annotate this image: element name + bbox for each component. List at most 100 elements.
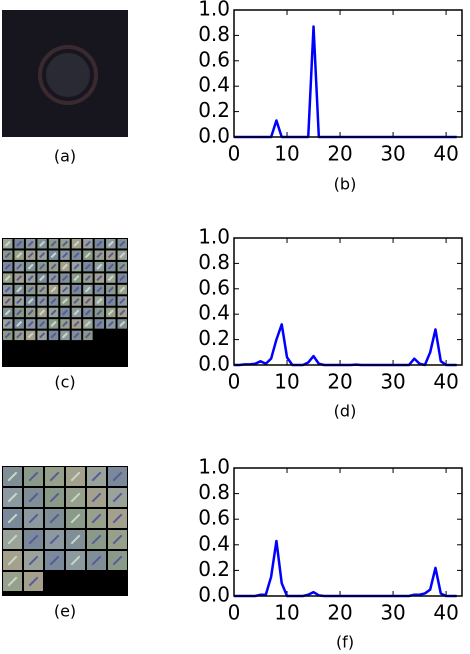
y-tick-label: 1.0 xyxy=(198,225,230,249)
filter-stroke xyxy=(7,513,18,524)
filter-stroke xyxy=(49,471,60,482)
filter-stroke xyxy=(39,286,46,293)
filter-stroke xyxy=(4,275,11,282)
filter-stroke xyxy=(96,298,103,304)
sign-face xyxy=(46,53,90,97)
filter-stroke xyxy=(119,298,126,304)
filter-stroke xyxy=(49,555,60,566)
filter-stroke xyxy=(4,309,11,316)
filter-stroke xyxy=(70,492,81,503)
y-tick-label: 1.0 xyxy=(198,0,230,21)
filter-stroke xyxy=(96,263,103,270)
filter-stroke xyxy=(4,252,11,259)
filter-stroke xyxy=(84,286,91,293)
filter-stroke xyxy=(28,513,39,524)
y-tick-label: 0.0 xyxy=(198,583,230,607)
filter-stroke xyxy=(50,240,57,247)
chart-caption: (b) xyxy=(334,175,357,194)
filter-stroke xyxy=(49,492,60,503)
filter-stroke xyxy=(28,471,39,482)
filter-stroke xyxy=(27,309,34,316)
x-tick-label: 30 xyxy=(380,370,405,394)
x-tick-label: 0 xyxy=(228,370,241,394)
filter-stroke xyxy=(27,240,34,247)
filter-stroke xyxy=(84,298,91,304)
filter-stroke xyxy=(91,555,102,566)
filter-stroke xyxy=(28,534,39,545)
filter-stroke xyxy=(107,298,114,304)
filter-stroke xyxy=(16,309,23,316)
x-tick-label: 20 xyxy=(327,142,352,166)
filter-stroke xyxy=(73,298,80,304)
y-tick-label: 0.6 xyxy=(198,47,230,71)
filter-stroke xyxy=(62,332,68,339)
filter-stroke xyxy=(70,513,81,524)
x-tick-label: 0 xyxy=(228,142,241,166)
y-tick-label: 0.8 xyxy=(198,250,230,274)
filter-stroke xyxy=(49,534,60,545)
filter-stroke xyxy=(107,240,114,247)
filter-stroke xyxy=(107,320,114,327)
filter-stroke xyxy=(4,332,11,339)
filter-stroke xyxy=(62,263,68,270)
filter-stroke xyxy=(112,555,123,566)
filter-stroke xyxy=(4,263,11,270)
filter-stroke xyxy=(39,298,46,304)
filter-stroke xyxy=(91,534,102,545)
filter-stroke xyxy=(27,320,34,327)
x-tick-label: 10 xyxy=(274,142,299,166)
filter-stroke xyxy=(27,298,34,304)
filter-stroke xyxy=(107,263,114,270)
filter-stroke xyxy=(50,298,57,304)
x-tick-label: 10 xyxy=(274,601,299,625)
y-tick-label: 0.0 xyxy=(198,352,230,376)
filter-stroke xyxy=(16,263,23,270)
filter-stroke xyxy=(96,320,103,327)
filter-stroke xyxy=(50,332,57,339)
filter-stroke xyxy=(62,252,68,259)
filter-stroke xyxy=(73,309,80,316)
filter-stroke xyxy=(119,240,126,247)
filter-stroke xyxy=(84,240,91,247)
filter-stroke xyxy=(39,320,46,327)
filter-stroke xyxy=(16,240,23,247)
filter-stroke xyxy=(107,275,114,282)
y-tick-label: 0.2 xyxy=(198,557,230,581)
filter-stroke xyxy=(62,320,68,327)
filter-stroke xyxy=(27,286,34,293)
filter-stroke xyxy=(50,263,57,270)
filter-stroke xyxy=(7,576,18,587)
sign-ring xyxy=(38,45,98,105)
filter-stroke xyxy=(107,286,114,293)
x-tick-label: 30 xyxy=(380,601,405,625)
filter-stroke xyxy=(96,240,103,247)
filter-stroke xyxy=(62,275,68,282)
x-tick-label: 20 xyxy=(327,370,352,394)
filter-stroke xyxy=(16,286,23,293)
y-tick-label: 0.8 xyxy=(198,480,230,504)
x-tick-label: 30 xyxy=(380,142,405,166)
plot-frame xyxy=(233,467,463,597)
filter-stroke xyxy=(27,332,34,339)
filter-stroke xyxy=(112,492,123,503)
filter-stroke xyxy=(39,252,46,259)
filter-stroke xyxy=(107,309,114,316)
filter-stroke xyxy=(112,534,123,545)
filter-stroke xyxy=(27,263,34,270)
filter-stroke xyxy=(62,240,68,247)
filter-stroke xyxy=(39,240,46,247)
filter-stroke xyxy=(28,492,39,503)
filter-stroke xyxy=(112,471,123,482)
filter-stroke xyxy=(84,275,91,282)
chart-caption: (f) xyxy=(336,633,354,652)
series-line xyxy=(234,323,457,367)
filter-stroke xyxy=(119,275,126,282)
filter-stroke xyxy=(16,298,23,304)
filter-stroke xyxy=(70,471,81,482)
filter-stroke xyxy=(16,252,23,259)
x-tick-label: 20 xyxy=(327,601,352,625)
filter-stroke xyxy=(62,286,68,293)
filter-stroke xyxy=(107,252,114,259)
filter-stroke xyxy=(50,309,57,316)
